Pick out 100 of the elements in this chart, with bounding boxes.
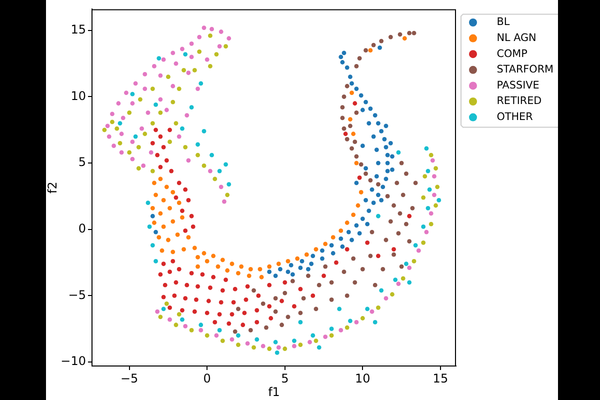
point — [246, 274, 252, 278]
point — [183, 52, 188, 56]
point — [161, 198, 166, 202]
point — [421, 195, 426, 200]
point — [323, 242, 328, 246]
point — [314, 247, 318, 252]
point — [182, 247, 186, 252]
y-tick-label: −10 — [60, 354, 86, 368]
point — [180, 215, 184, 220]
point — [198, 81, 204, 86]
point — [164, 301, 169, 306]
point — [368, 48, 373, 53]
point — [197, 49, 202, 54]
point — [175, 232, 180, 237]
point — [236, 333, 240, 338]
point — [174, 121, 178, 126]
point — [273, 340, 278, 344]
point — [154, 102, 158, 107]
point — [212, 176, 218, 182]
point — [344, 325, 350, 330]
point — [152, 220, 156, 225]
point — [407, 280, 412, 285]
point — [166, 238, 170, 242]
point — [390, 292, 394, 297]
point — [114, 126, 120, 131]
point — [259, 274, 264, 280]
point — [434, 203, 438, 208]
point — [130, 92, 135, 96]
point — [239, 264, 244, 269]
point — [267, 264, 272, 269]
point — [316, 345, 322, 350]
legend-label: OTHER — [496, 111, 533, 124]
point — [402, 36, 407, 41]
point — [189, 105, 194, 110]
point — [186, 235, 191, 240]
point — [127, 110, 132, 115]
point — [254, 337, 260, 342]
point — [176, 200, 182, 206]
point — [267, 346, 272, 351]
point — [196, 142, 200, 147]
point — [202, 129, 206, 134]
point — [376, 214, 380, 218]
point — [360, 316, 365, 320]
point — [428, 222, 434, 226]
point — [298, 320, 303, 324]
point — [127, 150, 132, 155]
point — [214, 52, 219, 56]
point — [164, 184, 169, 190]
point — [351, 212, 356, 217]
point — [344, 220, 350, 225]
point — [220, 258, 225, 262]
point — [220, 338, 225, 343]
point — [170, 250, 176, 254]
point — [365, 306, 370, 312]
point — [413, 243, 418, 248]
point — [276, 262, 281, 266]
y-tick-label: 5 — [78, 155, 86, 170]
point — [170, 190, 176, 194]
point — [133, 134, 138, 139]
point — [150, 86, 155, 91]
point — [434, 166, 438, 171]
legend-label: NL AGN — [496, 32, 536, 44]
y-axis-title: f2 — [45, 182, 60, 194]
point — [412, 259, 416, 264]
point — [176, 312, 182, 316]
point — [198, 322, 204, 328]
point — [224, 162, 228, 167]
point — [150, 206, 155, 210]
point — [310, 333, 316, 338]
point — [248, 266, 253, 272]
y-tick-label: 15 — [70, 22, 86, 37]
point — [170, 219, 176, 224]
point — [396, 150, 401, 155]
point — [161, 306, 166, 312]
point — [156, 235, 162, 240]
point — [182, 68, 186, 72]
point — [304, 252, 309, 257]
x-tick-label: 10 — [355, 371, 370, 386]
point — [436, 198, 442, 202]
x-tick-label: 5 — [281, 371, 289, 386]
point — [217, 168, 222, 174]
point — [166, 74, 170, 80]
point — [230, 262, 234, 266]
legend-label: COMP — [496, 48, 528, 60]
point — [372, 320, 378, 324]
point — [196, 264, 200, 269]
point — [314, 338, 318, 343]
point — [421, 240, 426, 245]
legend-label: RETIRED — [496, 95, 542, 108]
point — [192, 246, 197, 250]
point — [422, 174, 428, 179]
point — [393, 278, 398, 282]
point — [400, 276, 406, 281]
point — [350, 90, 354, 95]
point — [158, 176, 163, 182]
point — [329, 333, 334, 338]
point — [110, 120, 114, 124]
point — [428, 152, 434, 158]
point — [202, 164, 206, 168]
point — [404, 262, 408, 266]
